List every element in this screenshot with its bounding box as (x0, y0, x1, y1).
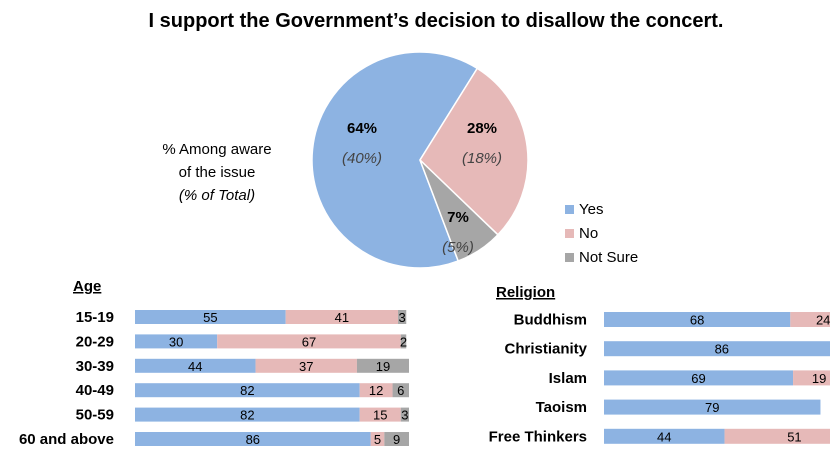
bar-segment-yes (135, 407, 360, 422)
data-label: 79 (705, 400, 719, 415)
pie-chart: 64% (40%) 28% (18%) 7% (5%) (311, 51, 529, 269)
data-label: 82 (240, 383, 254, 398)
data-label: 69 (691, 371, 705, 386)
data-label: 68 (690, 313, 704, 328)
chart-title: I support the Government’s decision to d… (149, 10, 724, 32)
bar-segment-no (255, 358, 357, 373)
data-label: 9 (393, 432, 400, 447)
data-label: 5 (374, 432, 381, 447)
data-label: 86 (246, 432, 260, 447)
bar-segment-no (724, 428, 830, 444)
category-label: Free Thinkers (489, 428, 587, 445)
bar-segment-not-sure (384, 432, 409, 446)
data-label: 41 (335, 310, 349, 325)
bar-segment-yes (135, 310, 286, 324)
age-bar-chart: 15-19 55 41 3 20-29 30 67 2 30-39 44 37 19 40-49 82 12… (19, 309, 409, 448)
bar-segment-no (359, 407, 401, 422)
data-label: 24 (816, 313, 830, 328)
bar-segment-not-sure (356, 358, 409, 373)
bar-segment-yes (604, 428, 725, 444)
data-label: 37 (299, 359, 313, 374)
data-label: 3 (401, 408, 408, 423)
data-label: 30 (169, 334, 183, 349)
data-label: 82 (240, 408, 254, 423)
category-label: 60 and above (19, 431, 114, 448)
data-label: 51 (787, 429, 801, 444)
category-label: 30-39 (76, 358, 114, 375)
category-label: 50-59 (76, 407, 114, 424)
data-label: 2 (400, 334, 407, 349)
bar-segment-no (793, 370, 830, 386)
religion-panel-title: Religion (496, 284, 555, 301)
legend-label-no: No (579, 225, 598, 242)
legend-swatch-no (565, 229, 574, 238)
bar-segment-yes (135, 358, 256, 373)
bar-segment-not-sure (400, 407, 409, 422)
data-label: 44 (657, 429, 671, 444)
data-label: 19 (812, 371, 826, 386)
bar-segment-no (790, 312, 830, 327)
bar-segment-yes (604, 312, 791, 327)
bar-segment-no (285, 310, 399, 324)
legend-label-yes: Yes (579, 201, 603, 218)
data-label: 19 (376, 359, 390, 374)
category-label: 20-29 (76, 333, 114, 350)
bar-segment-not-sure (400, 334, 407, 349)
bar-segment-yes (604, 341, 830, 357)
bar-segment-no (217, 334, 401, 349)
bar-segment-yes (604, 399, 821, 415)
pie-note: % Among aware of the issue (% of Total) (162, 141, 271, 204)
pie-sublabel-no: (18%) (462, 150, 502, 167)
pie-note-line-1: % Among aware (162, 141, 271, 158)
category-label: 15-19 (76, 309, 114, 326)
pie-label-no: 28% (467, 120, 497, 137)
legend-label-not-sure: Not Sure (579, 249, 638, 266)
pie-label-not-sure: 7% (447, 209, 469, 226)
pie-label-yes: 64% (347, 120, 377, 137)
bar-segment-yes (135, 383, 360, 398)
bar-segment-yes (135, 432, 371, 446)
category-label: Taoism (536, 399, 587, 416)
age-panel-title: Age (73, 278, 101, 295)
pie-note-line-3: (% of Total) (179, 187, 255, 204)
bar-segment-yes (135, 334, 218, 349)
data-label: 6 (397, 383, 404, 398)
data-label: 55 (203, 310, 217, 325)
pie-sublabel-not-sure: (5%) (442, 239, 474, 256)
category-label: Buddhism (514, 312, 587, 329)
pie-sublabel-yes: (40%) (342, 150, 382, 167)
pie-slice-not-sure (419, 159, 499, 262)
religion-bar-chart: Buddhism 68 24 Christianity 86 Islam 69 19 Taois… (489, 312, 830, 445)
legend: Yes No Not Sure (565, 201, 638, 266)
bar-segment-not-sure (392, 383, 409, 398)
pie-slice-yes (311, 51, 479, 269)
data-label: 44 (188, 359, 202, 374)
pie-note-line-2: of the issue (179, 164, 256, 181)
category-label: 40-49 (76, 382, 114, 399)
bar-segment-yes (604, 370, 794, 386)
bar-segment-no (370, 432, 385, 446)
legend-swatch-yes (565, 205, 574, 214)
data-label: 3 (399, 310, 406, 325)
data-label: 67 (302, 334, 316, 349)
legend-swatch-not-sure (565, 253, 574, 262)
data-label: 86 (715, 342, 729, 357)
data-label: 12 (369, 383, 383, 398)
data-label: 15 (373, 408, 387, 423)
bar-segment-no (359, 383, 393, 398)
bar-segment-not-sure (398, 310, 407, 324)
category-label: Islam (549, 370, 587, 387)
pie-slice-no (419, 67, 529, 236)
category-label: Christianity (504, 341, 587, 358)
